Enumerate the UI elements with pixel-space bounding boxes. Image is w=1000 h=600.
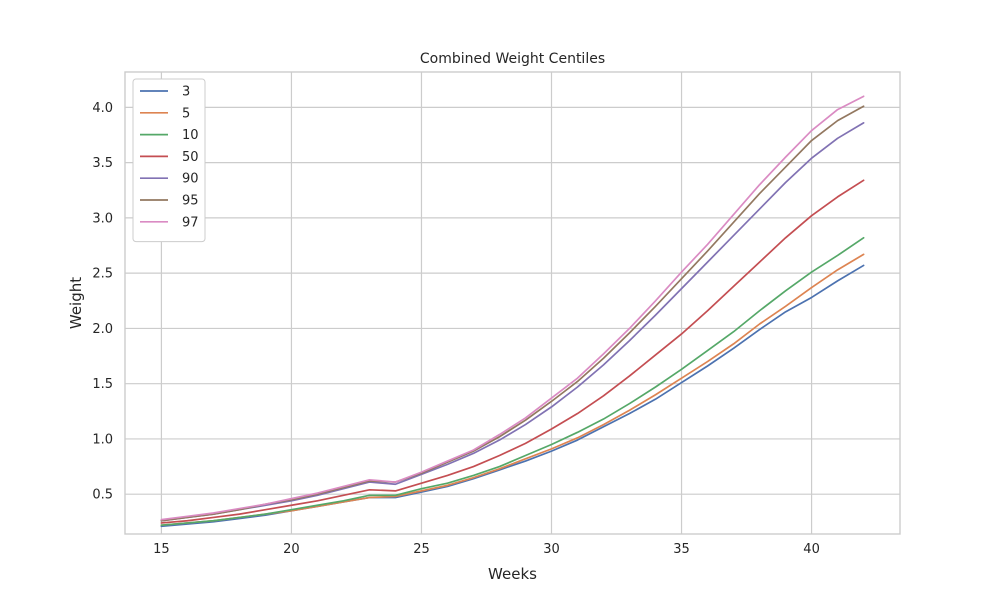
x-tick-label: 30 xyxy=(543,542,560,557)
tick-labels: 15 20 25 30 35 40 0.5 1.0 1.5 2.0 2.5 3.0 3.5 4.0 xyxy=(92,101,820,557)
plot-frame xyxy=(124,71,901,535)
legend-label: 97 xyxy=(182,215,199,230)
legend-entry: 90 xyxy=(140,172,199,187)
legend-entry: 95 xyxy=(140,194,199,209)
series-line-10 xyxy=(160,236,865,527)
series-line-50 xyxy=(160,179,865,524)
legend: 3 5 10 50 90 95 97 xyxy=(132,78,206,243)
y-tick-label: 4.0 xyxy=(92,101,113,116)
y-axis-label: Weight xyxy=(67,277,85,329)
y-tick-label: 1.5 xyxy=(92,377,113,392)
legend-label: 5 xyxy=(182,106,190,121)
series-line-5 xyxy=(160,253,865,527)
y-tick-label: 2.0 xyxy=(92,322,113,337)
y-tick-label: 2.5 xyxy=(92,267,113,282)
legend-label: 50 xyxy=(182,150,199,165)
legend-label: 10 xyxy=(182,128,199,143)
legend-label: 3 xyxy=(182,85,190,100)
legend-entry: 3 xyxy=(140,85,190,100)
series-line-3 xyxy=(160,264,865,528)
chart-title: Combined Weight Centiles xyxy=(420,51,605,67)
x-tick-label: 15 xyxy=(153,542,170,557)
grid xyxy=(125,72,900,534)
legend-label: 95 xyxy=(182,194,199,209)
x-tick-label: 35 xyxy=(673,542,690,557)
series-lines xyxy=(160,95,865,528)
legend-box xyxy=(132,78,206,243)
x-axis-label: Weeks xyxy=(488,565,537,583)
series-line-90 xyxy=(160,121,865,522)
y-tick-label: 0.5 xyxy=(92,488,113,503)
y-tick-label: 3.5 xyxy=(92,156,113,171)
series-line-97 xyxy=(160,95,865,521)
x-tick-label: 40 xyxy=(803,542,820,557)
legend-entry: 97 xyxy=(140,215,199,230)
series-line-95 xyxy=(160,105,865,522)
legend-entry: 5 xyxy=(140,106,190,121)
x-tick-label: 20 xyxy=(283,542,300,557)
y-tick-label: 3.0 xyxy=(92,211,113,226)
legend-entry: 50 xyxy=(140,150,199,165)
legend-label: 90 xyxy=(182,172,199,187)
legend-entry: 10 xyxy=(140,128,199,143)
x-tick-label: 25 xyxy=(413,542,430,557)
y-tick-label: 1.0 xyxy=(92,432,113,447)
